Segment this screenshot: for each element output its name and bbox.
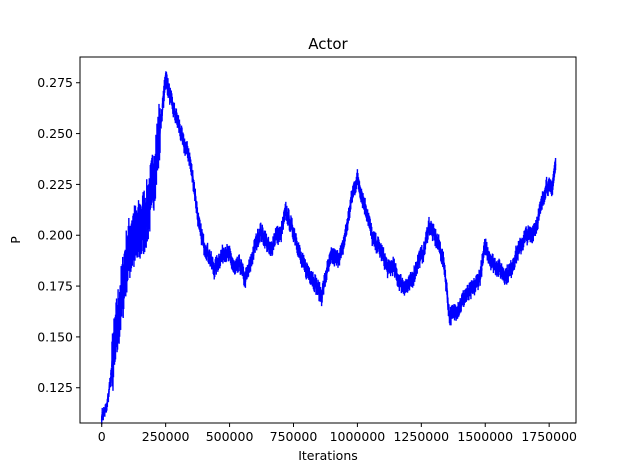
y-tick-label: 0.250	[37, 126, 73, 141]
y-axis: 0.125 0.150 0.175 0.200 0.225 0.250 0.275	[37, 75, 80, 395]
x-tick-label: 0	[98, 429, 106, 444]
x-tick-label: 750000	[270, 429, 318, 444]
y-tick-label: 0.275	[37, 75, 73, 90]
plot-area	[100, 71, 557, 425]
y-tick-label: 0.125	[37, 380, 73, 395]
x-tick-label: 500000	[206, 429, 254, 444]
series-noise	[101, 71, 557, 425]
x-axis: 0 250000 500000 750000 1000000 1250000 1500000…	[98, 423, 577, 444]
y-tick-label: 0.175	[37, 279, 73, 294]
y-axis-label: P	[8, 236, 23, 244]
y-tick-label: 0.150	[37, 329, 73, 344]
y-tick-label: 0.200	[37, 228, 73, 243]
x-tick-label: 1500000	[457, 429, 513, 444]
x-tick-label: 1250000	[393, 429, 449, 444]
x-tick-label: 1750000	[521, 429, 577, 444]
x-tick-label: 1000000	[330, 429, 386, 444]
x-tick-label: 250000	[142, 429, 190, 444]
chart-title: Actor	[308, 35, 348, 53]
x-axis-label: Iterations	[298, 448, 358, 463]
y-tick-label: 0.225	[37, 177, 73, 192]
axes-frame	[79, 56, 577, 424]
